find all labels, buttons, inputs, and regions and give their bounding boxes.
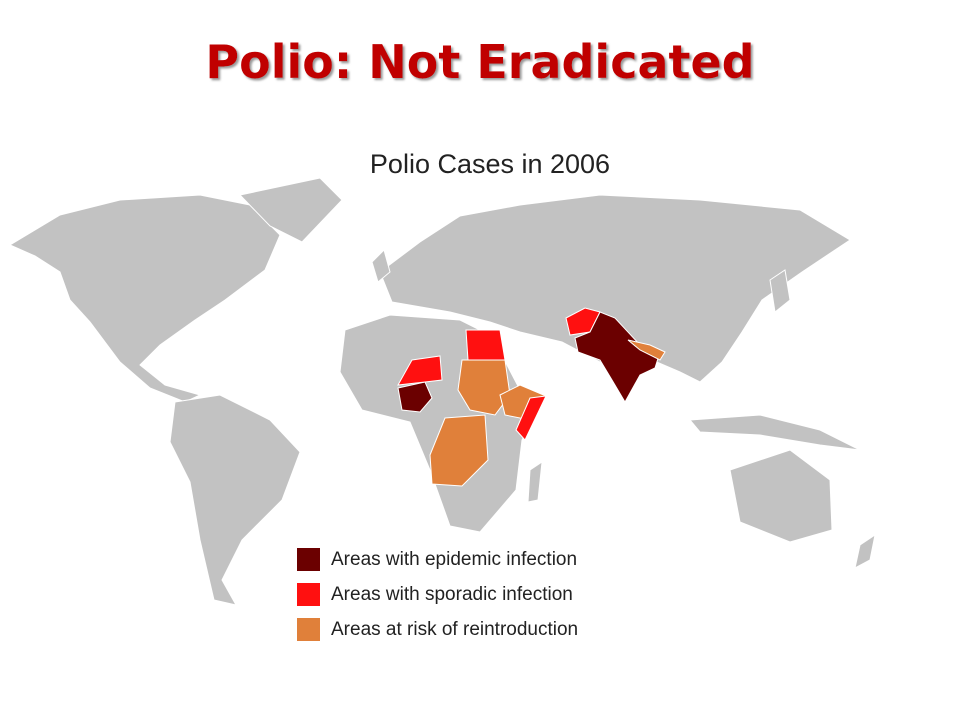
egypt — [465, 329, 506, 361]
congo-angola — [429, 414, 489, 487]
nepal-bangladesh — [627, 339, 666, 361]
greenland — [239, 177, 343, 243]
map-title: Polio Cases in 2006 — [370, 149, 610, 179]
britain — [371, 249, 391, 283]
south-america — [169, 394, 301, 606]
legend-swatch — [297, 583, 320, 606]
legend-swatch — [297, 618, 320, 641]
sudan-chad — [457, 359, 511, 416]
southeast-asia-islands — [688, 414, 861, 451]
legend-label: Areas with sporadic infection — [331, 584, 573, 605]
legend-label: Areas at risk of reintroduction — [331, 619, 578, 640]
legend-label: Areas with epidemic infection — [331, 549, 577, 570]
niger — [397, 355, 443, 386]
madagascar — [527, 460, 543, 503]
world-map — [8, 177, 876, 606]
new-zealand — [854, 533, 876, 569]
legend: Areas with epidemic infection Areas with … — [297, 548, 578, 641]
eurasia — [379, 194, 851, 393]
somalia — [515, 395, 547, 441]
pakistan-india — [574, 311, 661, 404]
australia — [729, 449, 833, 543]
japan — [769, 269, 791, 313]
legend-swatch — [297, 548, 320, 571]
slide-title: Polio: Not Eradicated — [205, 35, 754, 89]
north-america — [8, 194, 281, 403]
